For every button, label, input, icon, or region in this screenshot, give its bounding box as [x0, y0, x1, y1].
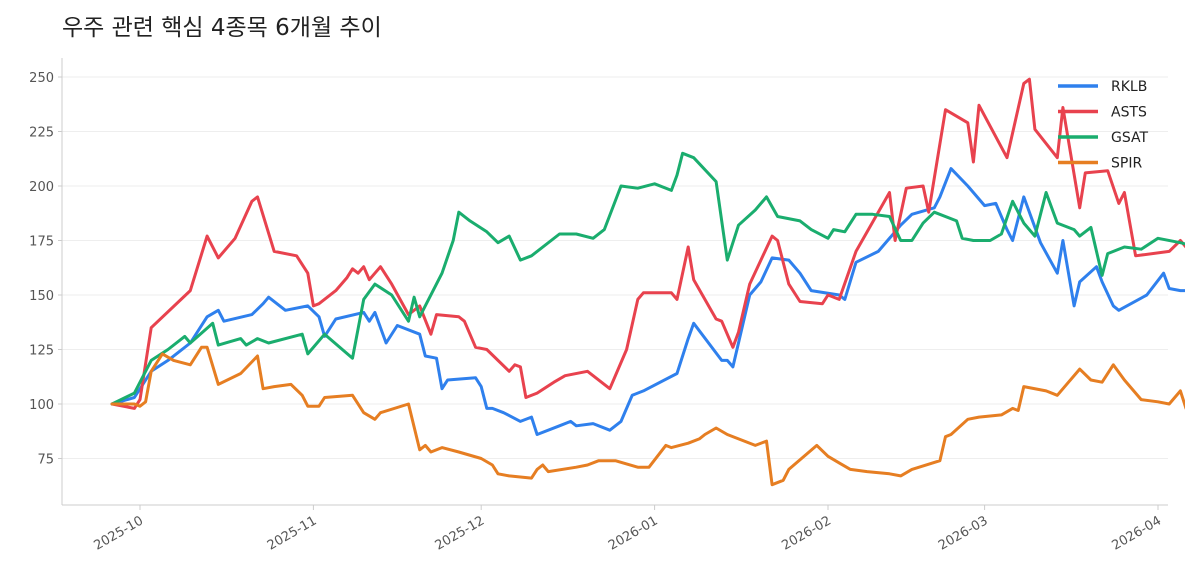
x-tick-label: 2025-11: [265, 513, 320, 553]
x-tick-label: 2026-03: [936, 513, 991, 553]
y-tick-label: 125: [29, 344, 54, 359]
x-axis-ticks: 2025-10 2025-11 2025-12 2026-01 2026-02 2026-…: [91, 505, 1164, 554]
y-tick-label: 250: [29, 71, 54, 86]
series-line-rklb: [110, 167, 1185, 436]
legend: RKLB ASTS GSAT SPIR: [1058, 79, 1148, 172]
series-line-spir: [110, 345, 1185, 487]
x-tick-label: 2025-12: [433, 513, 488, 553]
y-tick-label: 75: [37, 453, 54, 468]
legend-label-rklb: RKLB: [1111, 79, 1147, 95]
y-axis-ticks: 75 100 125 150 175 200 225 250: [29, 71, 62, 468]
x-tick-label: 2026-04: [1109, 513, 1164, 553]
legend-label-asts: ASTS: [1111, 105, 1147, 121]
y-tick-label: 150: [29, 289, 54, 304]
x-tick-label: 2026-01: [606, 513, 661, 553]
series-line-gsat: [110, 151, 1185, 406]
y-tick-label: 200: [29, 180, 54, 195]
axes: [61, 58, 1168, 506]
series-lines: [110, 77, 1185, 487]
x-tick-label: 2025-10: [91, 513, 146, 553]
legend-label-spir: SPIR: [1111, 156, 1142, 172]
grid: [62, 76, 1168, 459]
legend-label-gsat: GSAT: [1111, 130, 1148, 146]
x-tick-label: 2026-02: [779, 513, 834, 553]
y-tick-label: 100: [29, 398, 54, 413]
series-line-asts: [110, 77, 1185, 410]
chart-title: 우주 관련 핵심 4종목 6개월 추이: [62, 15, 382, 41]
y-tick-label: 225: [29, 126, 54, 141]
y-tick-label: 175: [29, 235, 54, 250]
